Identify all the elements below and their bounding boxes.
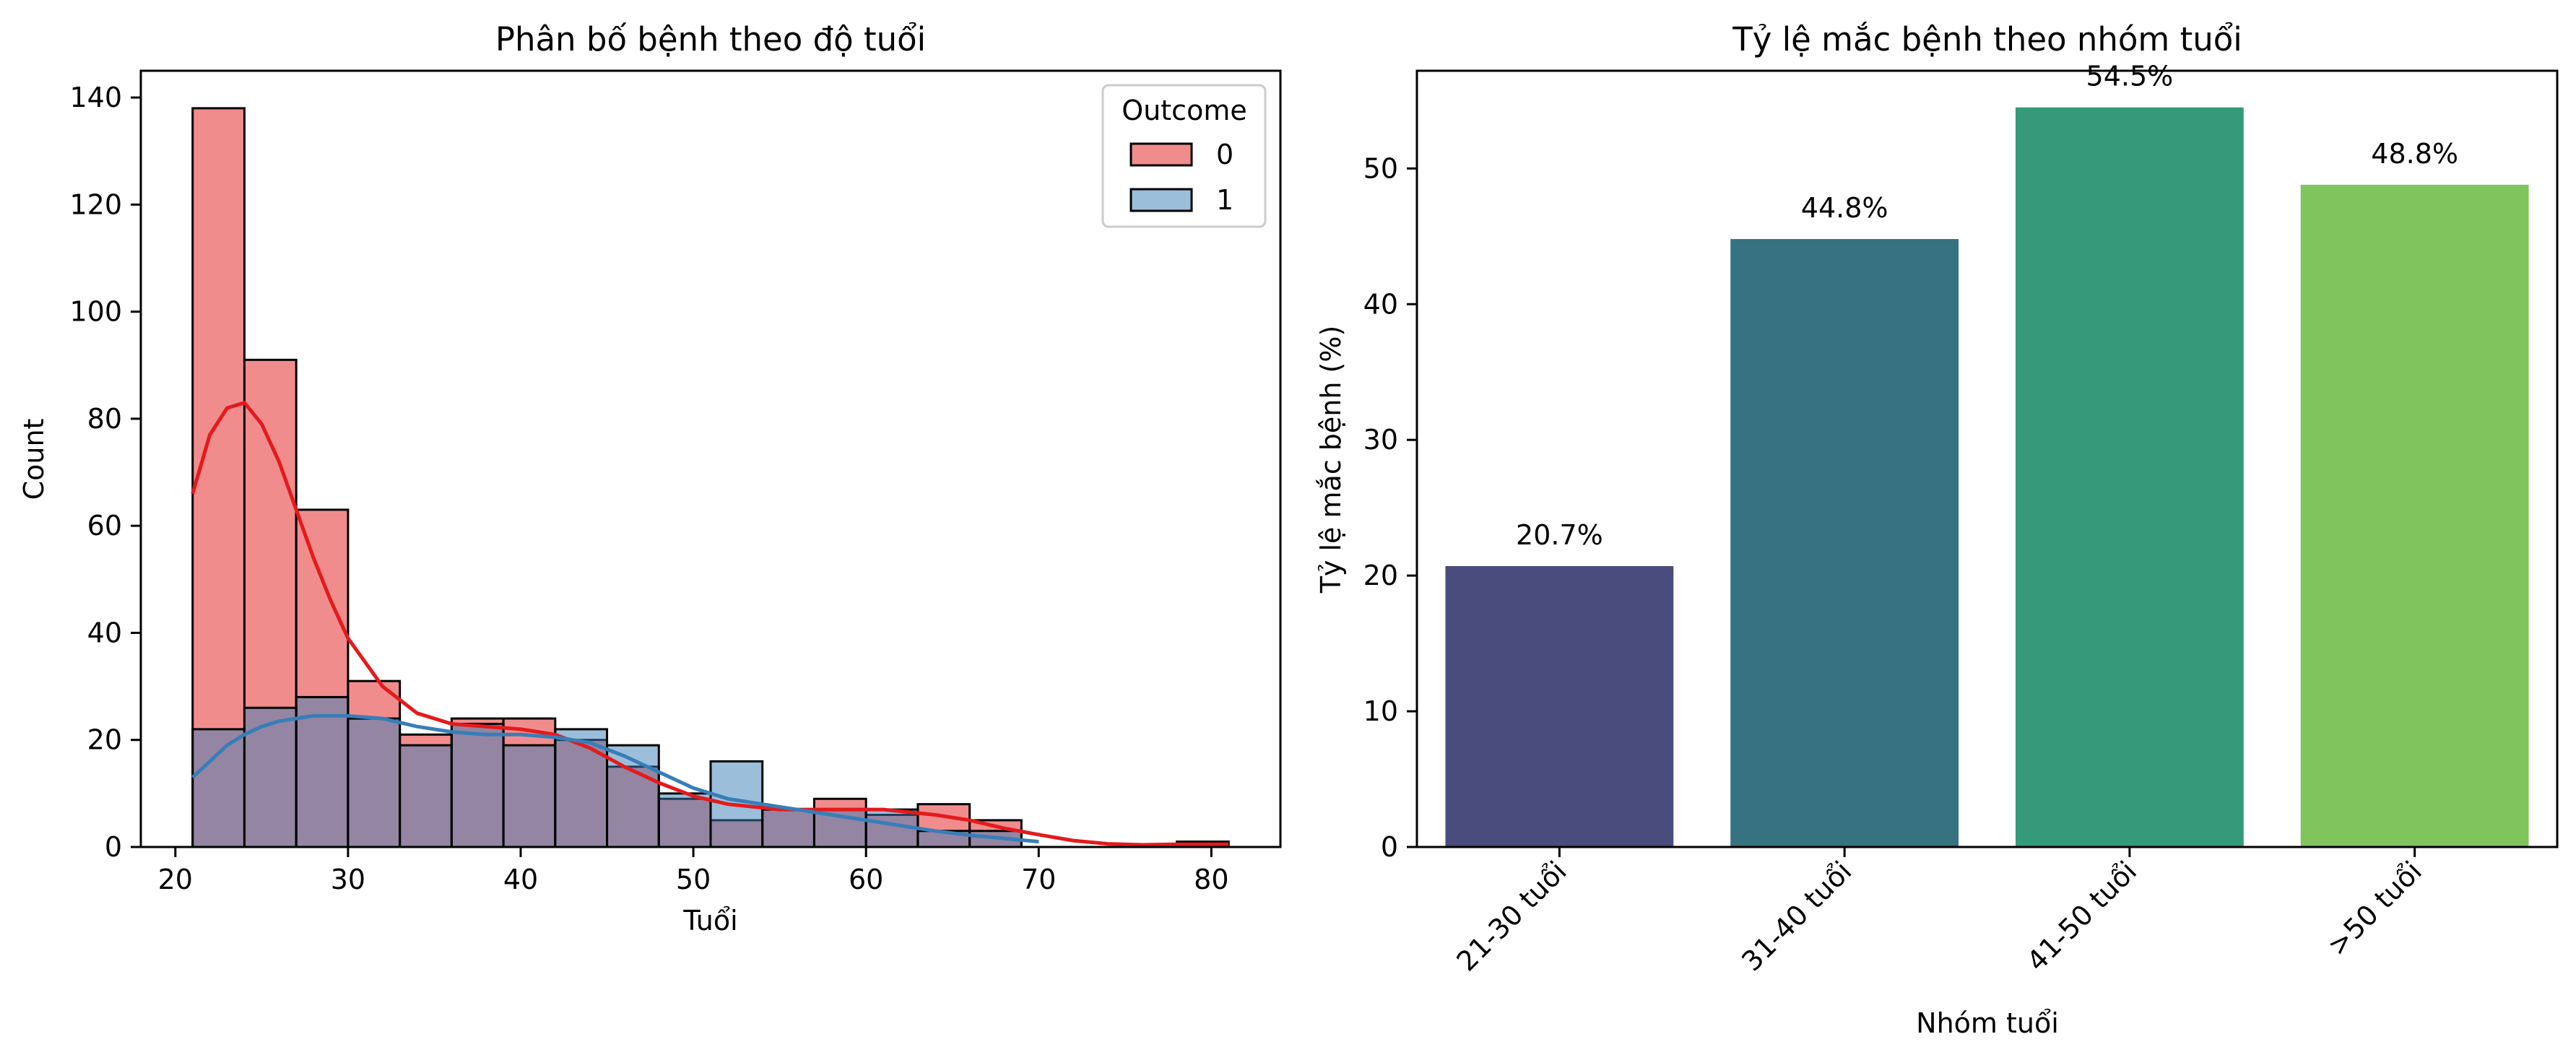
kde-line-outcome-1: [191, 713, 1039, 844]
hist-bar-outcome-1: [295, 695, 350, 848]
x-tick-label: 80: [1194, 864, 1228, 895]
x-tick-label: 70: [1021, 864, 1056, 895]
hist-bar-outcome-1: [347, 717, 402, 848]
left-chart-title: Phân bố bệnh theo độ tuổi: [495, 20, 926, 58]
x-tick-label: 41-50 tuổi: [2021, 855, 2143, 977]
y-tick-label: 40: [87, 617, 122, 648]
y-tick-label: 40: [1363, 288, 1398, 320]
bar-4: [2300, 184, 2529, 847]
left-y-axis: 0 20 40 60 80 100 120 140: [69, 82, 141, 863]
histogram-bars: [191, 107, 1230, 848]
bars: [1445, 107, 2529, 847]
histogram-chart: Phân bố bệnh theo độ tuổi 20 30 40 50 60 70 80…: [18, 20, 1282, 937]
hist-bar-outcome-1: [761, 808, 815, 848]
hist-bar-outcome-1: [243, 706, 298, 848]
left-x-axis: 20 30 40 50 60 70 80: [158, 847, 1229, 895]
legend: Outcome 0 1: [1101, 84, 1267, 228]
legend-label-0: 0: [1216, 139, 1233, 170]
right-y-axis-label: Tỷ lệ mắc bệnh (%): [1315, 326, 1347, 594]
y-tick-label: 60: [87, 510, 122, 542]
x-tick-label: >50 tuổi: [2321, 855, 2428, 962]
y-tick-label: 30: [1363, 424, 1398, 456]
legend-swatch-0: [1129, 142, 1193, 167]
y-tick-label: 10: [1363, 695, 1398, 727]
bar-3: [2015, 107, 2244, 847]
hist-bar-outcome-1: [191, 728, 246, 848]
y-tick-label: 140: [69, 82, 122, 113]
right-plot-frame: [1415, 69, 2559, 848]
hist-bar-outcome-1: [502, 744, 557, 848]
bar-value-label: 44.8%: [1801, 192, 1888, 224]
y-tick-label: 50: [1363, 152, 1398, 184]
y-tick-label: 120: [69, 188, 122, 220]
hist-bar-outcome-1: [657, 792, 712, 848]
x-tick-label: 30: [331, 864, 365, 895]
bar-value-labels: 20.7% 44.8% 54.5% 48.8%: [1516, 61, 2458, 551]
left-y-axis-label: Count: [18, 419, 50, 500]
bar-1: [1445, 565, 1674, 847]
x-tick-label: 50: [676, 864, 711, 895]
left-x-axis-label: Tuổi: [682, 905, 737, 937]
x-tick-label: 40: [503, 864, 538, 895]
legend-label-1: 1: [1216, 184, 1233, 216]
hist-bar-outcome-1: [450, 722, 505, 848]
hist-bar-outcome-1: [399, 744, 453, 848]
bar-value-label: 54.5%: [2086, 61, 2174, 92]
y-tick-label: 80: [87, 403, 122, 435]
x-tick-label: 60: [849, 864, 883, 895]
bar-2: [1730, 239, 1959, 847]
y-tick-label: 100: [69, 296, 122, 328]
right-x-axis: 21-30 tuổi 31-40 tuổi 41-50 tuổi >50 tuổi: [1451, 847, 2428, 977]
kde-curves: [191, 401, 1229, 847]
y-tick-label: 0: [105, 831, 122, 863]
bar-chart: Tỷ lệ mắc bệnh theo nhóm tuổi 20.7% 44.8%…: [1315, 20, 2559, 1039]
x-tick-label: 20: [158, 864, 193, 895]
y-tick-label: 20: [1363, 560, 1398, 591]
bar-value-label: 48.8%: [2371, 138, 2458, 170]
right-chart-title: Tỷ lệ mắc bệnh theo nhóm tuổi: [1732, 20, 2242, 58]
right-x-axis-label: Nhóm tuổi: [1916, 1007, 2059, 1039]
x-tick-label: 31-40 tuổi: [1735, 855, 1857, 977]
bar-value-label: 20.7%: [1516, 519, 1603, 551]
y-tick-label: 0: [1381, 831, 1398, 863]
legend-title: Outcome: [1122, 95, 1246, 126]
legend-swatch-1: [1129, 188, 1193, 212]
hist-bar-outcome-0: [191, 107, 246, 848]
kde-line-outcome-0: [191, 401, 1229, 847]
left-plot-frame: [139, 69, 1282, 848]
y-tick-label: 20: [87, 724, 122, 756]
right-y-axis: 0 10 20 30 40 50: [1363, 152, 1417, 863]
x-tick-label: 21-30 tuổi: [1451, 855, 1573, 977]
